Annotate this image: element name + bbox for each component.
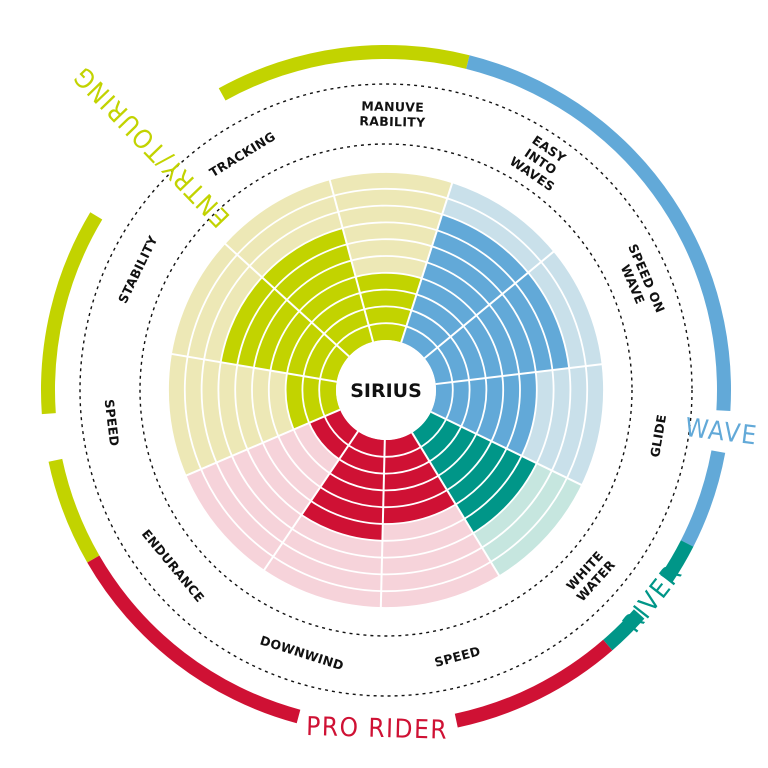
ring-separator <box>267 271 505 509</box>
category-arc-wave <box>680 450 726 547</box>
category-label-text: PRO RIDER <box>306 712 449 746</box>
wedge-background <box>185 409 358 571</box>
category-label-entry: ENTRY/TOURING <box>68 60 236 233</box>
metric-label-line: SPEED <box>433 643 482 670</box>
wedge-score-fill <box>401 214 529 359</box>
metric-label: DOWNWIND <box>258 633 345 674</box>
ring-separator <box>200 204 572 576</box>
category-arc-wave <box>466 55 731 412</box>
metric-label-line: STABILITY <box>115 233 161 306</box>
category-outer-ring <box>41 45 731 728</box>
category-arc-entry <box>48 458 100 563</box>
category-label-text: ENTRY/TOURING <box>68 60 236 233</box>
category-arc-river <box>660 540 694 583</box>
radial-separator <box>411 432 501 578</box>
category-arc-entry <box>218 45 470 101</box>
category-arc-river <box>603 609 645 651</box>
metric-label: SPEED <box>433 643 482 670</box>
category-label-text: RIVER <box>617 559 688 639</box>
wedge-score-fill <box>412 411 537 534</box>
center-hub <box>336 340 436 440</box>
score-wedges <box>167 171 605 609</box>
ring-separator <box>284 288 488 492</box>
metric-label: STABILITY <box>115 233 161 306</box>
ring-separator <box>234 238 538 542</box>
wedge-score-fill <box>261 228 374 357</box>
category-label-pro: PRO RIDER <box>306 712 449 746</box>
radial-separator <box>379 439 386 609</box>
category-arc-pro <box>87 555 301 724</box>
radial-separator <box>184 408 341 478</box>
outer-dashed-guide <box>79 83 693 697</box>
metric-label-line: SPEED <box>102 398 122 447</box>
wedge-score-fill <box>309 409 358 460</box>
ring-separator <box>318 322 454 458</box>
inner-dashed-guide <box>139 143 633 637</box>
radial-separator <box>328 178 375 342</box>
radial-separator <box>262 430 359 572</box>
category-label-wave: WAVE <box>683 413 759 452</box>
metric-label-line: DOWNWIND <box>258 633 345 674</box>
radial-separator <box>400 181 454 343</box>
ring-separator <box>167 171 605 609</box>
category-arc-entry <box>41 212 103 415</box>
metric-label: TRACKING <box>207 129 278 181</box>
category-arc-pro <box>454 639 613 728</box>
metric-label: GLIDE <box>647 413 669 458</box>
radial-separator <box>223 241 350 358</box>
metric-label: SPEED <box>102 398 122 447</box>
metric-label-line: ENDURANCE <box>139 526 208 605</box>
wedge-score-fill <box>301 431 385 541</box>
category-label-river: RIVER <box>617 559 688 639</box>
ring-separator <box>183 187 589 593</box>
metric-label-line: RABILITY <box>359 113 426 130</box>
ring-separator <box>251 255 521 525</box>
ring-separator <box>217 221 555 559</box>
ring-separator <box>301 305 471 475</box>
radial-separator <box>430 410 584 487</box>
center-label: SIRIUS <box>350 380 422 402</box>
radial-separator <box>435 363 604 386</box>
category-label-text: WAVE <box>683 413 759 452</box>
metric-label-line: TRACKING <box>207 129 278 181</box>
wedge-background <box>329 172 453 343</box>
radial-separator <box>423 249 556 359</box>
metric-label: ENDURANCE <box>139 526 208 605</box>
metric-label-line: GLIDE <box>647 413 669 458</box>
metric-label-line: MANUVE <box>361 98 424 114</box>
radial-separator <box>169 352 337 383</box>
